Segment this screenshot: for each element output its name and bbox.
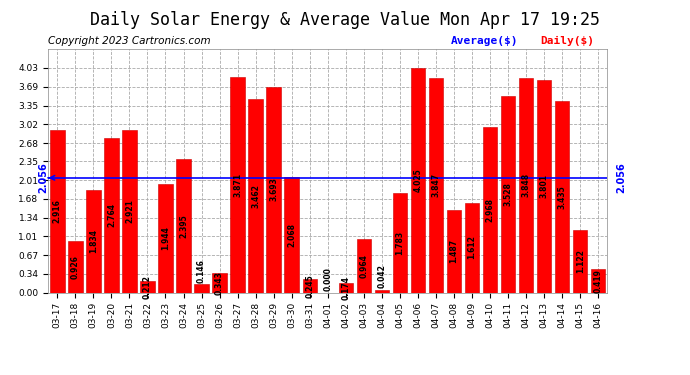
- Text: Daily($): Daily($): [540, 36, 594, 46]
- Bar: [339, 283, 353, 292]
- Bar: [393, 193, 407, 292]
- Text: 0.146: 0.146: [197, 259, 206, 283]
- Bar: [122, 130, 137, 292]
- Bar: [177, 159, 190, 292]
- Bar: [537, 81, 551, 292]
- Text: 2.056: 2.056: [616, 162, 627, 193]
- Text: Copyright 2023 Cartronics.com: Copyright 2023 Cartronics.com: [48, 36, 211, 46]
- Text: 2.921: 2.921: [125, 199, 134, 223]
- Bar: [230, 76, 245, 292]
- Bar: [465, 202, 479, 292]
- Text: 0.245: 0.245: [305, 274, 314, 297]
- Text: 3.435: 3.435: [558, 185, 566, 209]
- Text: 3.462: 3.462: [251, 184, 260, 208]
- Bar: [519, 78, 533, 292]
- Text: 0.212: 0.212: [143, 274, 152, 298]
- Text: 2.916: 2.916: [53, 199, 62, 223]
- Text: Average($): Average($): [451, 36, 518, 46]
- Text: 4.025: 4.025: [413, 168, 422, 192]
- Bar: [213, 273, 227, 292]
- Text: 1.944: 1.944: [161, 226, 170, 250]
- Bar: [68, 241, 83, 292]
- Text: 2.395: 2.395: [179, 214, 188, 238]
- Bar: [428, 78, 443, 292]
- Text: 3.871: 3.871: [233, 172, 242, 196]
- Text: 2.056: 2.056: [39, 162, 48, 193]
- Bar: [573, 230, 587, 292]
- Bar: [411, 68, 425, 292]
- Text: 3.847: 3.847: [431, 173, 440, 197]
- Bar: [357, 239, 371, 292]
- Bar: [555, 101, 569, 292]
- Bar: [86, 190, 101, 292]
- Text: 0.042: 0.042: [377, 265, 386, 288]
- Text: 3.693: 3.693: [269, 178, 278, 201]
- Bar: [591, 269, 605, 292]
- Bar: [284, 177, 299, 292]
- Text: 2.968: 2.968: [486, 198, 495, 222]
- Bar: [248, 99, 263, 292]
- Text: 1.783: 1.783: [395, 231, 404, 255]
- Bar: [195, 284, 209, 292]
- Text: 0.964: 0.964: [359, 254, 368, 278]
- Text: 0.343: 0.343: [215, 271, 224, 295]
- Bar: [446, 210, 461, 292]
- Bar: [266, 87, 281, 292]
- Text: 2.764: 2.764: [107, 203, 116, 227]
- Text: Daily Solar Energy & Average Value Mon Apr 17 19:25: Daily Solar Energy & Average Value Mon A…: [90, 11, 600, 29]
- Text: 1.612: 1.612: [468, 236, 477, 260]
- Bar: [375, 290, 389, 292]
- Text: 1.834: 1.834: [89, 230, 98, 254]
- Bar: [501, 96, 515, 292]
- Text: 0.174: 0.174: [342, 276, 351, 300]
- Bar: [483, 127, 497, 292]
- Text: 3.528: 3.528: [504, 182, 513, 206]
- Bar: [140, 280, 155, 292]
- Text: 3.848: 3.848: [522, 173, 531, 197]
- Bar: [302, 279, 317, 292]
- Text: 0.000: 0.000: [323, 267, 333, 291]
- Text: 0.926: 0.926: [71, 255, 80, 279]
- Text: 1.122: 1.122: [575, 249, 584, 273]
- Text: 3.801: 3.801: [540, 174, 549, 198]
- Bar: [158, 184, 172, 292]
- Bar: [50, 130, 65, 292]
- Text: 1.487: 1.487: [449, 239, 458, 263]
- Text: 2.068: 2.068: [287, 223, 296, 247]
- Text: 0.419: 0.419: [593, 269, 602, 293]
- Bar: [104, 138, 119, 292]
